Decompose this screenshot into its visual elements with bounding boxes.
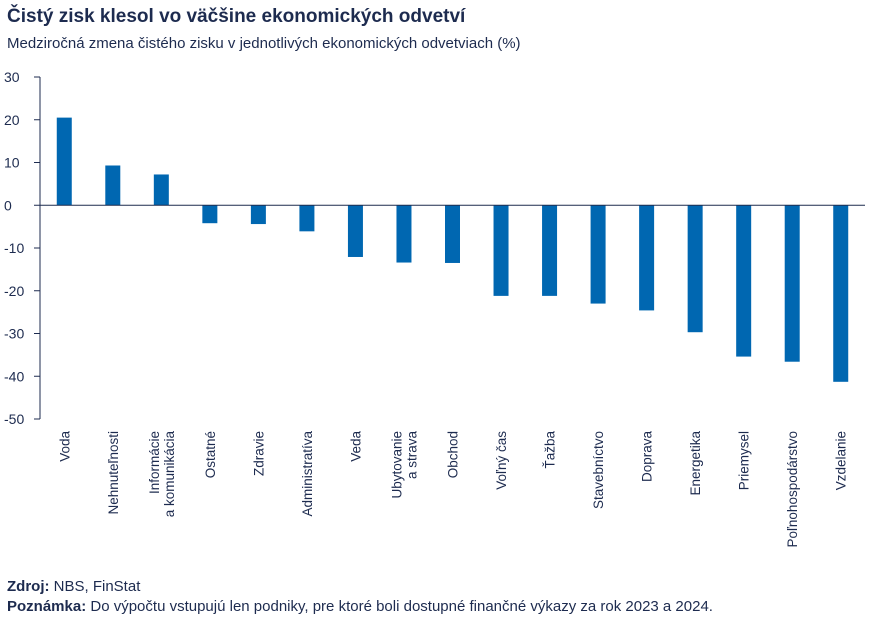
bar [56,117,72,206]
bar [784,205,800,362]
bar [299,205,315,232]
y-tick-label: -30 [4,326,24,342]
y-tick-label: 20 [4,112,20,128]
bar [202,205,218,224]
x-category-label: Voda [57,431,72,462]
x-category-label: Obchod [446,431,461,478]
y-tick-label: 0 [4,197,12,213]
bar [347,205,363,257]
x-category-label: Priemysel [737,431,752,490]
y-tick-label: -40 [4,368,24,384]
x-category-label: Administratíva [300,431,315,517]
y-tick-label: 10 [4,155,20,171]
x-category-label: Veda [348,431,363,462]
note-text: Do výpočtu vstupujú len podniky, pre kto… [86,598,713,615]
bar [153,174,169,206]
chart-subtitle: Medziročná zmena čistého zisku v jednotl… [7,35,521,52]
x-category-label: Voľný čas [494,431,509,490]
x-category-label: Zdravie [251,431,266,476]
source-text: NBS, FinStat [49,578,141,595]
x-category-label: Poľnohospodárstvo [785,431,800,548]
chart-title: Čistý zisk klesol vo väčšine ekonomickýc… [7,6,466,27]
y-tick-label: -50 [4,411,24,427]
x-category-label: Stavebníctvo [591,431,606,509]
x-category-label: Ťažba [543,431,558,469]
x-category-label: Nehnuteľnosti [106,431,121,515]
x-category-label: Informácie [147,431,162,494]
x-category-label: Ostatné [203,431,218,478]
x-category-label: Vzdelanie [834,431,849,490]
y-tick-label: -20 [4,283,24,299]
y-tick-label: -10 [4,240,24,256]
bar [687,205,703,333]
bar [250,205,266,225]
bar-chart: 30 20 10 0 -10 -20 -30 -40 -50 Voda Nehnuteľnosti I… [4,69,865,548]
footnote: Poznámka: Do výpočtu vstupujú len podnik… [7,598,713,615]
bar [833,205,849,382]
x-category-label: a komunikácia [162,431,177,518]
x-category-label: Doprava [640,431,655,483]
x-category-label: Energetika [688,431,703,496]
y-tick-label: 30 [4,69,20,85]
bar [590,205,606,304]
bar [493,205,509,296]
bar [396,205,412,263]
x-category-label: a strava [404,431,419,480]
source-note: Zdroj: NBS, FinStat [7,578,140,595]
bar [445,205,460,263]
bar [639,205,655,311]
x-category-label: Ubytovanie [389,431,404,499]
bar [736,205,752,357]
note-label: Poznámka: [7,598,87,615]
source-label: Zdroj: [7,578,50,595]
bar [542,205,558,296]
bar [105,165,121,206]
